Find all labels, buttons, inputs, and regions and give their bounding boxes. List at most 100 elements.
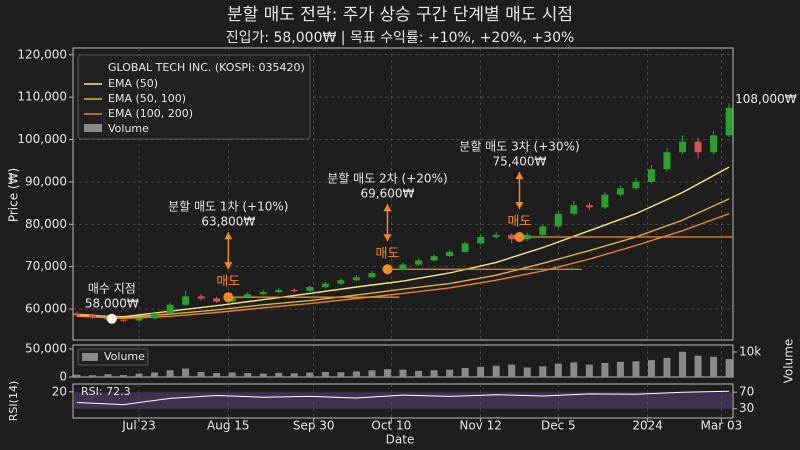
y-tick-label: 110,000	[17, 90, 67, 104]
ema-line	[76, 166, 730, 318]
volume-bar	[710, 356, 718, 377]
candle-body	[694, 141, 702, 153]
legend-label: Volume	[108, 122, 149, 135]
x-tick-label: Sep 30	[293, 419, 335, 433]
candle-body	[321, 283, 329, 288]
volume-bar	[616, 361, 624, 377]
candle-body	[337, 280, 345, 284]
rsi-axis-label: RSI(14)	[7, 381, 20, 421]
volume-bar	[321, 371, 329, 377]
candle-body	[601, 194, 609, 208]
volume-bar	[539, 366, 547, 377]
candle-body	[182, 296, 190, 305]
last-price-label: 108,000₩	[735, 92, 797, 106]
candle-body	[135, 318, 143, 321]
volume-bar	[508, 364, 516, 377]
volume-legend-label: Volume	[104, 350, 145, 363]
candle-body	[151, 313, 159, 319]
volume-axis-label: Volume	[782, 339, 796, 384]
volume-bar	[446, 369, 454, 377]
volume-bar	[461, 368, 469, 377]
candle-body	[119, 319, 127, 321]
y-tick-label: 90,000	[25, 174, 67, 188]
sell-marker	[382, 264, 393, 275]
candle-body	[259, 292, 267, 295]
sell-price: 63,800₩	[201, 215, 255, 229]
candle-body	[508, 234, 516, 240]
candle-body	[632, 181, 640, 189]
sell-marker-label: 매도	[216, 275, 240, 290]
volume-bar	[725, 359, 733, 377]
y-axis-label: Price (₩)	[7, 168, 21, 222]
candle-body	[399, 264, 407, 271]
rsi-y2-tick-label: 30	[739, 401, 754, 415]
candle-body	[461, 243, 469, 252]
volume-y-tick-label: 50,000	[25, 341, 67, 355]
sell-marker-label: 매도	[376, 247, 400, 262]
volume-bar	[119, 375, 127, 377]
x-axis-label: Date	[386, 433, 415, 447]
volume-bar	[166, 370, 174, 377]
legend-title: GLOBAL TECH INC. (KOSPI: 035420)	[108, 61, 305, 74]
volume-bar	[197, 371, 205, 377]
x-tick-label: Dec 5	[541, 419, 576, 433]
candle-body	[73, 313, 81, 316]
legend: GLOBAL TECH INC. (KOSPI: 035420) EMA (50)…	[77, 54, 311, 140]
panel	[72, 383, 734, 419]
volume-bar	[601, 362, 609, 377]
rsi-y2-tick-label: 70	[739, 385, 754, 399]
volume-bar	[73, 374, 81, 377]
volume-bar	[182, 368, 190, 377]
volume-bar	[104, 374, 112, 377]
candle-body	[306, 287, 314, 291]
legend-label: EMA (50, 100)	[108, 92, 186, 105]
candle-body	[446, 251, 454, 257]
volume-bar	[647, 360, 655, 377]
sell-arrow-head	[383, 204, 392, 212]
chart-title: 분할 매도 전략: 주가 상승 구간 단계별 매도 시점	[227, 5, 573, 25]
candle-body	[554, 213, 562, 227]
candle-body	[585, 205, 593, 208]
sell-marker	[223, 292, 234, 303]
candle-body	[166, 304, 174, 314]
ema-line	[76, 198, 730, 319]
candle-body	[477, 237, 485, 244]
volume-bar	[585, 364, 593, 377]
buy-price: 58,000₩	[85, 296, 139, 310]
candle-body	[616, 188, 624, 195]
sell-price: 75,400₩	[493, 155, 547, 169]
candle-body	[197, 296, 205, 299]
legend-box	[77, 54, 311, 140]
buy-marker	[106, 313, 117, 324]
rsi-label: RSI: 72.3	[81, 385, 131, 398]
sell-title: 분할 매도 1차 (+10%)	[168, 200, 288, 214]
volume-bar	[694, 355, 702, 377]
sell-title: 분할 매도 3차 (+30%)	[459, 140, 579, 154]
candle-body	[647, 169, 655, 182]
x-tick-label: Aug 15	[207, 419, 250, 433]
candle-body	[570, 205, 578, 214]
legend-label: EMA (100, 200)	[108, 107, 193, 120]
y-tick-label: 120,000	[17, 47, 67, 61]
legend-label: EMA (50)	[108, 77, 158, 90]
legend-swatch	[84, 124, 102, 132]
volume-bar	[663, 357, 671, 377]
volume-bar	[523, 367, 531, 377]
volume-bar	[151, 372, 159, 377]
candle-body	[368, 273, 376, 278]
volume-bar	[228, 372, 236, 377]
volume-bar	[244, 373, 252, 377]
sell-arrow-head	[515, 172, 524, 180]
volume-y2-tick-label: 10k	[739, 345, 761, 359]
sell-arrow-head	[224, 232, 233, 240]
rsi-line	[76, 390, 730, 406]
candle-body	[244, 294, 252, 298]
volume-bar	[259, 373, 267, 377]
volume-bar	[632, 361, 640, 377]
volume-bar	[430, 370, 438, 377]
buy-title: 매수 지점	[88, 281, 136, 295]
x-tick-label: Mar 03	[700, 419, 742, 433]
volume-bar	[383, 369, 391, 377]
sell-marker	[514, 232, 525, 243]
